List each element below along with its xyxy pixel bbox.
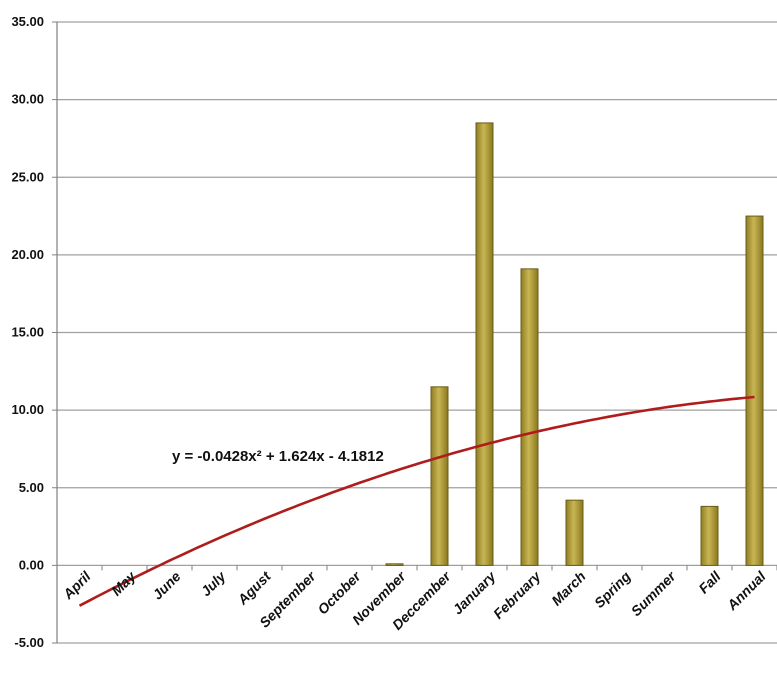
y-tick-label: 5.00 xyxy=(19,480,44,495)
y-tick-label: 35.00 xyxy=(11,14,44,29)
x-tick-label: May xyxy=(108,567,139,598)
bar-january xyxy=(475,122,494,566)
gridlines xyxy=(57,21,777,644)
x-tick-label: July xyxy=(197,567,229,599)
axes xyxy=(52,21,777,644)
y-tick-label: 20.00 xyxy=(11,247,44,262)
trendline-curve xyxy=(78,395,755,607)
x-tick-label: Summer xyxy=(628,567,680,619)
bar-november xyxy=(385,563,404,566)
x-tick-label: Fall xyxy=(695,567,724,596)
x-tick-label: Spring xyxy=(591,568,634,611)
trendline xyxy=(78,395,755,607)
bar-annual xyxy=(745,215,764,566)
x-tick-label: Annual xyxy=(723,567,769,613)
x-tick-label: February xyxy=(490,567,545,622)
y-tick-label: 25.00 xyxy=(11,169,44,184)
y-tick-label: -5.00 xyxy=(14,635,44,650)
x-tick-label: Agust xyxy=(234,567,275,608)
bar-march xyxy=(565,499,584,566)
x-tick-label: March xyxy=(548,568,588,608)
trendline-equation: y = -0.0428x² + 1.624x - 4.1812 xyxy=(172,448,384,465)
bar-deccember xyxy=(430,386,449,566)
bar-fall xyxy=(700,505,719,566)
x-tick-label: April xyxy=(59,567,94,602)
y-tick-label: 30.00 xyxy=(11,92,44,107)
y-tick-label: 10.00 xyxy=(11,402,44,417)
y-tick-label: 15.00 xyxy=(11,325,44,340)
y-tick-label: 0.00 xyxy=(19,557,44,572)
bar-february xyxy=(520,268,539,566)
x-tick-label: June xyxy=(149,568,184,603)
bars xyxy=(385,122,764,566)
